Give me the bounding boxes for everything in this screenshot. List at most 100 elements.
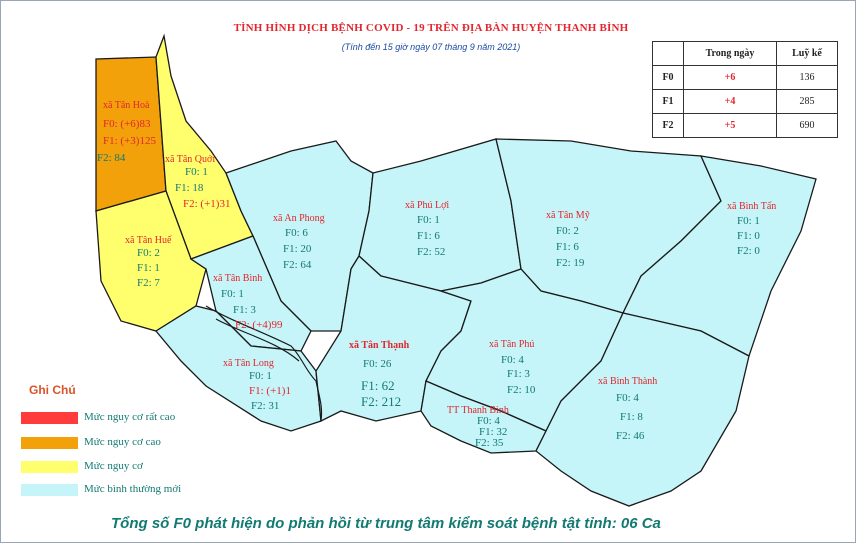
f2-count: F2: 35 [475, 437, 504, 449]
region-name: TT Thanh Bình [447, 405, 509, 416]
f0-count: F0: 1 [417, 214, 440, 226]
river-line [215, 318, 300, 362]
region-binh-thanh[interactable] [535, 312, 750, 507]
f0-count: F0: 6 [285, 227, 308, 239]
f2-count: F2: 7 [137, 277, 160, 289]
f1-count: F1: (+1)1 [249, 385, 291, 397]
region-name: xã Tân Long [223, 358, 274, 369]
f0-count: F0: 2 [137, 247, 160, 259]
f0-count: F0: 1 [249, 370, 272, 382]
f2-count: F2: 19 [556, 257, 585, 269]
stats-header-blank [652, 41, 684, 66]
f1-count: F1: 20 [283, 243, 312, 255]
stats-header-row: Trong ngày Luỹ kế [652, 41, 838, 66]
footer-note: Tổng số F0 phát hiện do phản hồi từ trun… [111, 515, 661, 532]
f1-count: F1: (+3)125 [103, 135, 156, 147]
region-name: xã Tân Huế [125, 235, 172, 246]
f2-count: F2: 31 [251, 400, 280, 412]
f0-count: F0: 1 [221, 288, 244, 300]
f1-count: F1: 8 [620, 411, 643, 423]
stats-cumulative-value: 690 [776, 113, 838, 138]
f1-count: F1: 3 [507, 368, 530, 380]
f2-count: F2: 10 [507, 384, 536, 396]
f0-count: F0: 1 [185, 166, 208, 178]
f0-count: F0: 2 [556, 225, 579, 237]
region-name: xã An Phong [273, 213, 325, 224]
stats-table: Trong ngày Luỹ kế F0 +6 136 F1 +4 285 F2… [652, 41, 838, 138]
region-name: xã Phú Lợi [405, 200, 450, 211]
f2-count: F2: (+1)31 [183, 198, 231, 210]
f0-count: F0: 1 [737, 215, 760, 227]
legend-label: Mức nguy cơ [84, 460, 143, 472]
f2-count: F2: 52 [417, 246, 446, 258]
region-name: xã Tân Bình [213, 273, 263, 284]
stats-today-value: +4 [683, 89, 777, 114]
f0-count: F0: 4 [477, 415, 500, 427]
f1-count: F1: 18 [175, 182, 204, 194]
stats-today-value: +5 [683, 113, 777, 138]
river-line [205, 305, 323, 422]
label-tan-my: xã Tân Mỹ F0: 2 F1: 6 F2: 19 [546, 209, 590, 270]
stats-row-f0: F0 +6 136 [652, 65, 838, 90]
f2-count: F2: 84 [97, 152, 126, 164]
stats-row-label: F1 [652, 89, 684, 114]
region-name: xã Tân Hoà [103, 100, 150, 111]
f2-count: F2: 212 [361, 394, 402, 409]
f1-count: F1: 1 [137, 262, 160, 274]
f1-count: F1: 32 [479, 426, 508, 438]
f2-count: F2: 0 [737, 245, 760, 257]
region-tt-thanh-binh[interactable] [420, 380, 547, 454]
stats-header-cumulative: Luỹ kế [776, 41, 838, 66]
stats-row-f2: F2 +5 690 [652, 113, 838, 138]
f0-count: F0: (+6)83 [103, 118, 151, 130]
map-title: TÌNH HÌNH DỊCH BỆNH COVID - 19 TRÊN ĐỊA … [233, 22, 629, 34]
f0-count: F0: 26 [363, 358, 392, 370]
f0-count: F0: 4 [616, 392, 639, 404]
label-tan-thanh: xã Tân Thạnh F0: 26 F1: 62 F2: 212 [349, 339, 409, 408]
stats-cumulative-value: 136 [776, 65, 838, 90]
stats-row-label: F0 [652, 65, 684, 90]
f1-count: F1: 3 [233, 304, 256, 316]
region-name: xã Tân Mỹ [546, 210, 590, 221]
f1-count: F1: 6 [556, 241, 579, 253]
region-name: xã Tân Quới [165, 154, 216, 165]
f1-count: F1: 6 [417, 230, 440, 242]
stats-header-today: Trong ngày [683, 41, 777, 66]
legend-swatch [21, 437, 78, 449]
legend-swatch [21, 484, 78, 496]
f1-count: F1: 0 [737, 230, 760, 242]
legend-swatch [21, 461, 78, 473]
label-phu-loi: xã Phú Lợi F0: 1 F1: 6 F2: 52 [405, 199, 449, 259]
f0-count: F0: 4 [501, 354, 524, 366]
label-tan-phu: xã Tân Phú F0: 4 F1: 3 F2: 10 [489, 338, 535, 397]
label-binh-tan: xã Bình Tấn F0: 1 F1: 0 F2: 0 [727, 200, 776, 258]
label-tan-hoa: xã Tân Hoà F0: (+6)83 F1: (+3)125 F2: 84 [97, 99, 156, 165]
legend-label: Mức nguy cơ rất cao [84, 411, 176, 423]
stats-row-label: F2 [652, 113, 684, 138]
legend-title: Ghi Chú [29, 383, 76, 397]
legend-label: Mức nguy cơ cao [84, 436, 161, 448]
region-name: xã Bình Thành [598, 376, 658, 387]
label-tan-hue: xã Tân Huế F0: 2 F1: 1 F2: 7 [125, 234, 171, 290]
f2-count: F2: 64 [283, 259, 312, 271]
label-tt-thanh-binh: TT Thanh Bình F0: 4 F1: 32 F2: 35 [447, 405, 509, 449]
region-name: xã Tân Phú [489, 339, 535, 350]
label-tan-binh: xã Tân Bình F0: 1 F1: 3 F2: (+4)99 [213, 272, 282, 332]
stats-cumulative-value: 285 [776, 89, 838, 114]
region-name: xã Tân Thạnh [349, 340, 410, 351]
stats-today-value: +6 [683, 65, 777, 90]
label-binh-thanh: xã Bình Thành F0: 4 F1: 8 F2: 46 [598, 375, 657, 443]
region-name: xã Bình Tấn [727, 201, 777, 212]
map-subtitle: (Tính đến 15 giờ ngày 07 tháng 9 năm 202… [341, 42, 521, 52]
f2-count: F2: 46 [616, 430, 645, 442]
stats-row-f1: F1 +4 285 [652, 89, 838, 114]
label-an-phong: xã An Phong F0: 6 F1: 20 F2: 64 [273, 212, 325, 272]
f2-count: F2: (+4)99 [235, 319, 283, 331]
legend-swatch [21, 412, 78, 424]
label-tan-quoi: xã Tân Quới F0: 1 F1: 18 F2: (+1)31 [165, 153, 230, 211]
f1-count: F1: 62 [361, 378, 395, 393]
legend-label: Mức bình thường mới [84, 483, 182, 495]
label-tan-long: xã Tân Long F0: 1 F1: (+1)1 F2: 31 [223, 357, 291, 413]
